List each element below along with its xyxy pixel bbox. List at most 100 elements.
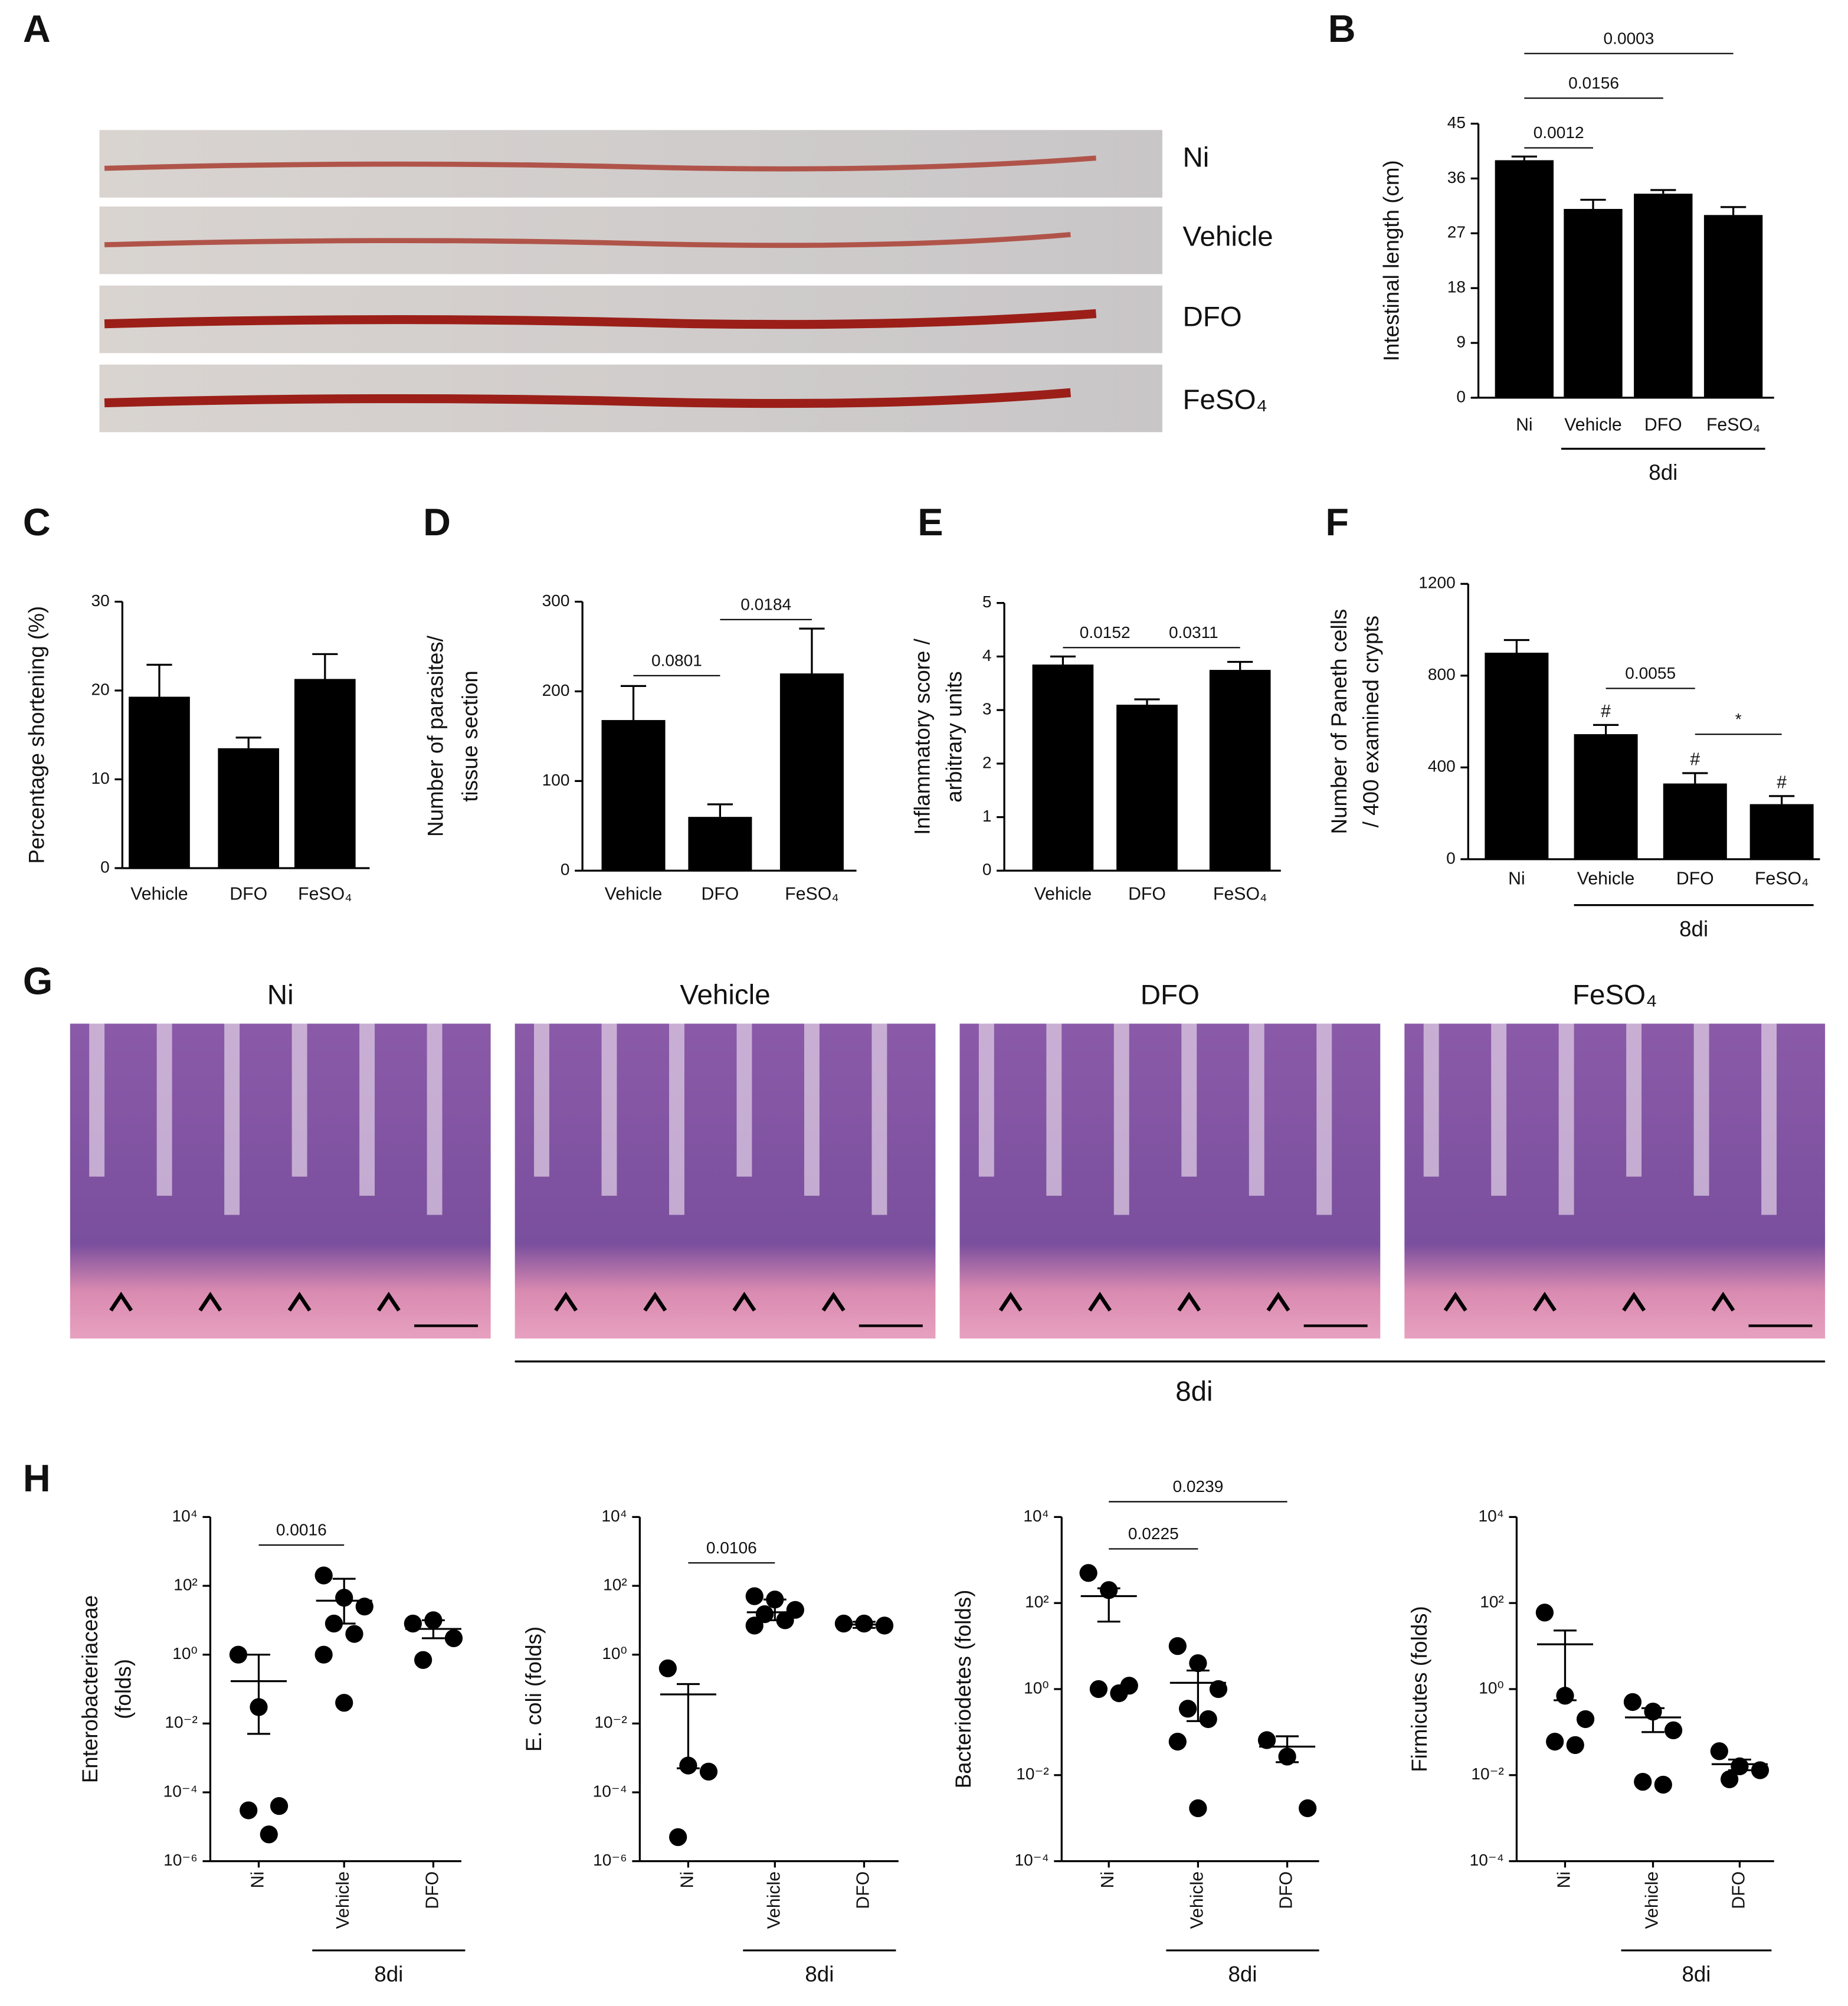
data-point (1721, 1770, 1739, 1788)
data-point (1189, 1654, 1207, 1673)
villus (1626, 1023, 1642, 1177)
data-point (1168, 1732, 1187, 1751)
y-tick-label: 10⁻² (594, 1713, 627, 1732)
data-point (699, 1762, 718, 1781)
crypt-arrowhead (998, 1291, 1023, 1312)
y-tick-label: 30 (91, 591, 110, 610)
villus (1558, 1023, 1574, 1215)
data-point (669, 1828, 687, 1846)
data-point (345, 1625, 363, 1643)
villus (359, 1023, 375, 1196)
significance-label: 0.0801 (651, 651, 702, 669)
x-tick-label: Ni (1098, 1871, 1118, 1889)
significance-label: 0.0055 (1625, 664, 1676, 682)
group-label: 8di (1682, 1962, 1711, 1987)
x-tick-label: Ni (248, 1871, 267, 1889)
villus (871, 1023, 887, 1215)
data-point (1623, 1693, 1642, 1712)
data-point (414, 1651, 432, 1669)
y-axis-title: Intestinal length (cm) (1380, 160, 1404, 361)
data-point (444, 1629, 463, 1647)
crypt-arrowhead (1443, 1291, 1467, 1312)
group-label: 8di (1649, 460, 1677, 485)
group-label: 8di (805, 1962, 834, 1987)
bar (294, 679, 356, 868)
value-marker: # (1601, 702, 1611, 721)
y-tick-label: 200 (542, 681, 570, 699)
bar (601, 720, 666, 871)
y-tick-label: 0 (1456, 387, 1466, 405)
data-point (1209, 1680, 1228, 1699)
y-tick-label: 10⁰ (1024, 1678, 1049, 1697)
y-tick-label: 10⁴ (172, 1507, 198, 1525)
x-tick-label: Vehicle (130, 884, 188, 904)
data-point (1751, 1761, 1770, 1779)
group-label: 8di (374, 1962, 403, 1987)
villus (804, 1023, 820, 1196)
villus (1181, 1023, 1197, 1177)
photo-title: Vehicle (680, 980, 770, 1011)
data-point (1634, 1772, 1652, 1791)
y-tick-label: 10² (603, 1575, 627, 1593)
x-tick-label: Vehicle (605, 884, 663, 904)
y-tick-label: 800 (1428, 665, 1456, 683)
x-tick-label: Ni (1508, 869, 1525, 888)
y-tick-label: 10⁰ (1479, 1678, 1504, 1697)
y-tick-label: 10⁻⁴ (593, 1782, 627, 1800)
panel-letter: F (1325, 500, 1349, 544)
data-point (260, 1825, 278, 1844)
y-tick-label: 0 (1446, 849, 1456, 867)
y-axis-title: Firmicutes (folds) (1407, 1606, 1431, 1772)
value-marker: # (1690, 750, 1700, 769)
crypt-arrowhead (1532, 1291, 1557, 1312)
data-point (1710, 1742, 1728, 1760)
x-tick-label: DFO (1676, 869, 1714, 888)
data-point (1664, 1721, 1683, 1740)
y-tick-label: 10⁻⁴ (1015, 1851, 1049, 1869)
data-point (335, 1694, 353, 1712)
photo-title: FeSO₄ (1572, 980, 1657, 1011)
y-axis-title: Number of parasites/ (424, 635, 448, 837)
bar (1703, 215, 1763, 398)
y-tick-label: 27 (1447, 223, 1466, 241)
y-tick-label: 10⁰ (172, 1644, 197, 1663)
crypt-arrowhead (643, 1291, 667, 1312)
data-point (1110, 1684, 1128, 1703)
data-point (745, 1616, 764, 1635)
y-tick-label: 20 (91, 680, 110, 698)
x-tick-label: DFO (701, 884, 739, 904)
y-tick-label: 10 (91, 769, 110, 787)
x-tick-label: FeSO₄ (298, 884, 352, 904)
bar (779, 673, 844, 871)
bar (1032, 665, 1094, 871)
y-tick-label: 1200 (1418, 574, 1455, 592)
y-axis-title: Bacteriodetes (folds) (951, 1590, 975, 1789)
y-axis-title: Inflammatory score / (910, 638, 935, 835)
histology-photo (70, 1023, 491, 1339)
bar (1209, 670, 1271, 871)
histology-photo (1404, 1023, 1826, 1339)
y-tick-label: 10⁴ (1023, 1507, 1048, 1525)
x-tick-label: Ni (677, 1871, 697, 1889)
y-tick-label: 10² (173, 1575, 198, 1593)
x-tick-label: Ni (1516, 415, 1533, 434)
data-point (1189, 1799, 1207, 1818)
data-point (875, 1616, 894, 1635)
photo-label: FeSO₄ (1182, 384, 1267, 415)
histology-photo (515, 1023, 936, 1339)
villus (1491, 1023, 1507, 1196)
y-tick-label: 9 (1456, 332, 1466, 351)
x-tick-label: Vehicle (1577, 869, 1635, 888)
significance-label: 0.0012 (1534, 123, 1584, 142)
data-point (355, 1598, 373, 1616)
panel-letter: E (918, 500, 943, 544)
y-tick-label: 4 (982, 646, 992, 665)
y-tick-label: 5 (982, 593, 992, 611)
x-tick-label: FeSO₄ (1706, 415, 1760, 434)
bar (688, 817, 752, 871)
x-tick-label: Vehicle (1643, 1871, 1662, 1929)
y-tick-label: 10⁰ (602, 1644, 627, 1663)
y-axis-title: Number of Paneth cells (1327, 609, 1351, 835)
panel-letter: G (23, 960, 53, 1003)
crypt-arrowhead (554, 1291, 578, 1312)
